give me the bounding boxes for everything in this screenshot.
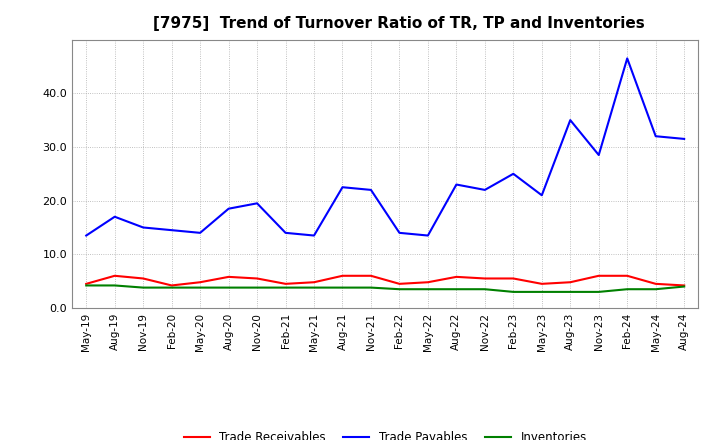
Trade Receivables: [310, 279, 318, 285]
Inventories: [537, 289, 546, 294]
Trade Receivables: [395, 281, 404, 286]
Trade Receivables: [452, 274, 461, 279]
Trade Payables: [338, 185, 347, 190]
Inventories: [395, 286, 404, 292]
Inventories: [366, 285, 375, 290]
Trade Payables: [623, 56, 631, 61]
Trade Payables: [395, 230, 404, 235]
Text: [7975]  Trend of Turnover Ratio of TR, TP and Inventories: [7975] Trend of Turnover Ratio of TR, TP…: [153, 16, 645, 32]
Line: Trade Receivables: Trade Receivables: [86, 276, 684, 286]
Inventories: [566, 289, 575, 294]
Inventories: [452, 286, 461, 292]
Trade Payables: [423, 233, 432, 238]
Trade Payables: [110, 214, 119, 220]
Trade Payables: [509, 171, 518, 176]
Inventories: [310, 285, 318, 290]
Trade Receivables: [623, 273, 631, 279]
Trade Receivables: [680, 283, 688, 288]
Inventories: [196, 285, 204, 290]
Trade Payables: [480, 187, 489, 193]
Trade Receivables: [480, 276, 489, 281]
Line: Inventories: Inventories: [86, 286, 684, 292]
Inventories: [623, 286, 631, 292]
Trade Receivables: [652, 281, 660, 286]
Inventories: [680, 284, 688, 289]
Trade Payables: [652, 134, 660, 139]
Trade Receivables: [338, 273, 347, 279]
Inventories: [282, 285, 290, 290]
Inventories: [253, 285, 261, 290]
Line: Trade Payables: Trade Payables: [86, 59, 684, 235]
Trade Receivables: [196, 279, 204, 285]
Trade Receivables: [253, 276, 261, 281]
Inventories: [652, 286, 660, 292]
Legend: Trade Receivables, Trade Payables, Inventories: Trade Receivables, Trade Payables, Inven…: [179, 427, 591, 440]
Trade Receivables: [537, 281, 546, 286]
Trade Payables: [82, 233, 91, 238]
Trade Receivables: [595, 273, 603, 279]
Inventories: [338, 285, 347, 290]
Trade Receivables: [566, 279, 575, 285]
Trade Receivables: [423, 279, 432, 285]
Trade Payables: [196, 230, 204, 235]
Inventories: [423, 286, 432, 292]
Trade Receivables: [509, 276, 518, 281]
Inventories: [225, 285, 233, 290]
Trade Payables: [139, 225, 148, 230]
Inventories: [167, 285, 176, 290]
Trade Payables: [225, 206, 233, 211]
Trade Receivables: [110, 273, 119, 279]
Trade Payables: [282, 230, 290, 235]
Inventories: [110, 283, 119, 288]
Trade Payables: [680, 136, 688, 142]
Trade Receivables: [82, 281, 91, 286]
Trade Payables: [253, 201, 261, 206]
Trade Receivables: [167, 283, 176, 288]
Trade Receivables: [282, 281, 290, 286]
Trade Receivables: [366, 273, 375, 279]
Trade Payables: [310, 233, 318, 238]
Trade Payables: [566, 117, 575, 123]
Inventories: [595, 289, 603, 294]
Inventories: [82, 283, 91, 288]
Trade Payables: [167, 227, 176, 233]
Trade Payables: [452, 182, 461, 187]
Trade Receivables: [139, 276, 148, 281]
Inventories: [480, 286, 489, 292]
Inventories: [139, 285, 148, 290]
Inventories: [509, 289, 518, 294]
Trade Payables: [595, 152, 603, 158]
Trade Receivables: [225, 274, 233, 279]
Trade Payables: [366, 187, 375, 193]
Trade Payables: [537, 193, 546, 198]
